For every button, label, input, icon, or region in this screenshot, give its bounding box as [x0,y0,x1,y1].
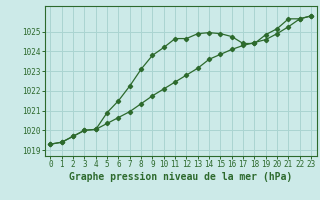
X-axis label: Graphe pression niveau de la mer (hPa): Graphe pression niveau de la mer (hPa) [69,172,292,182]
